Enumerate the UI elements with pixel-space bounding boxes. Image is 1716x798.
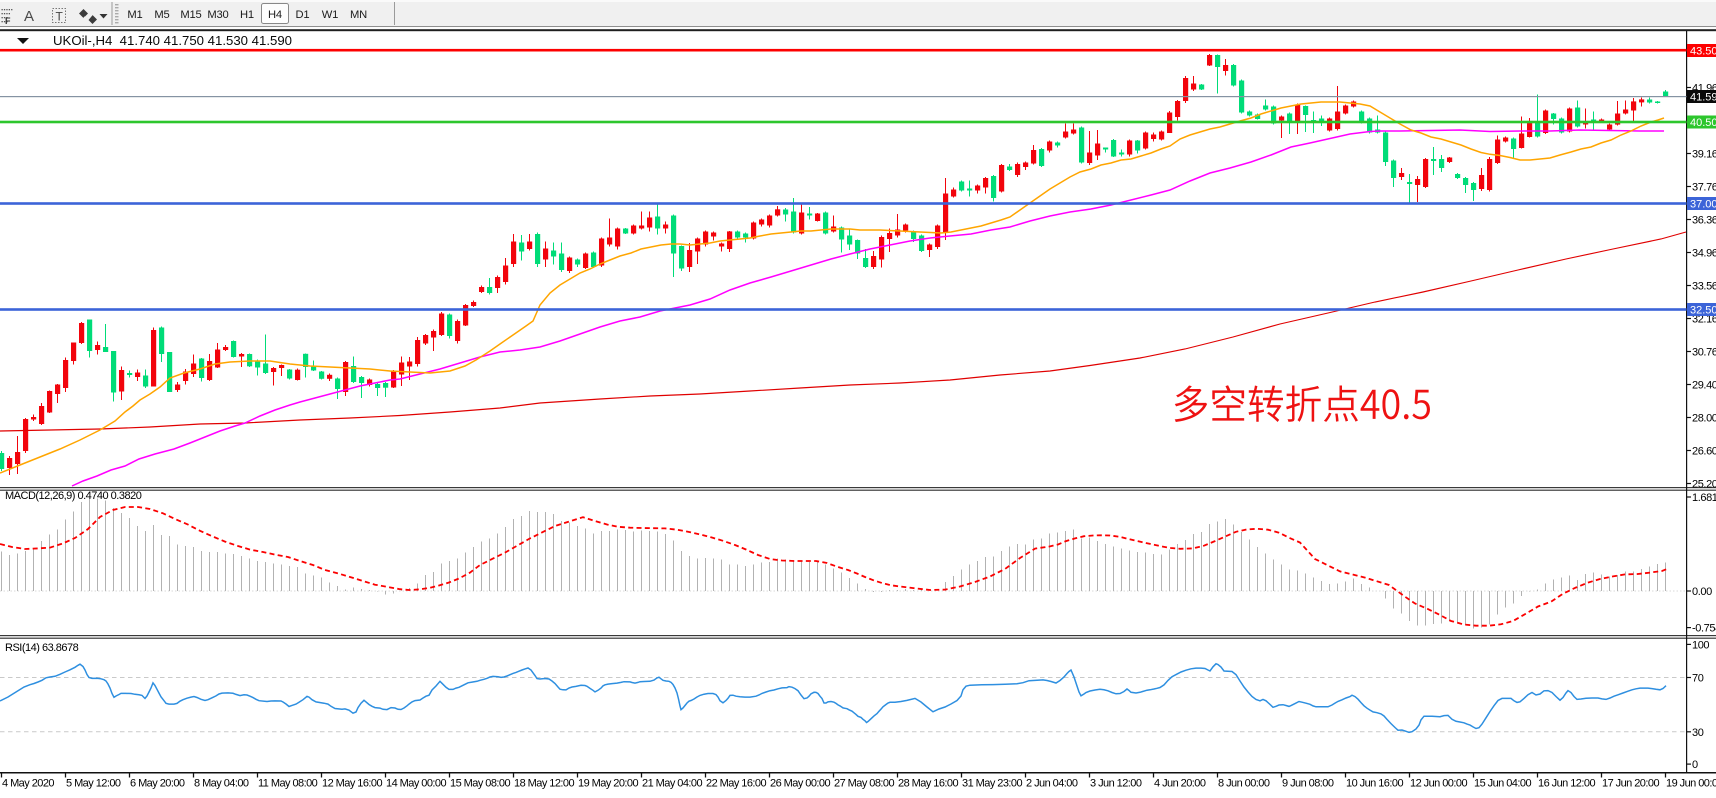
svg-text:33.560: 33.560 (1692, 281, 1716, 293)
svg-text:39.160: 39.160 (1692, 149, 1716, 161)
svg-text:H1: H1 (240, 9, 254, 21)
svg-text:M30: M30 (207, 9, 228, 21)
svg-text:11 May 08:00: 11 May 08:00 (258, 778, 318, 790)
svg-text:32.500: 32.500 (1690, 305, 1716, 317)
svg-text:19 Jun 00:00: 19 Jun 00:00 (1666, 778, 1716, 790)
svg-text:18 May 12:00: 18 May 12:00 (514, 778, 574, 790)
svg-text:0.00: 0.00 (1692, 586, 1712, 598)
svg-text:27 May 08:00: 27 May 08:00 (834, 778, 894, 790)
svg-text:A: A (24, 8, 34, 25)
svg-text:37.000: 37.000 (1690, 199, 1716, 211)
svg-text:41.590: 41.590 (1690, 92, 1716, 104)
svg-text:H4: H4 (268, 9, 282, 21)
svg-text:2 Jun 04:00: 2 Jun 04:00 (1026, 778, 1078, 790)
svg-text:30: 30 (1692, 727, 1704, 739)
svg-text:8 Jun 00:00: 8 Jun 00:00 (1218, 778, 1270, 790)
svg-text:37.760: 37.760 (1692, 182, 1716, 194)
svg-text:8 May 04:00: 8 May 04:00 (194, 778, 249, 790)
svg-text:6 May 20:00: 6 May 20:00 (130, 778, 185, 790)
svg-text:100: 100 (1692, 639, 1709, 651)
svg-text:M5: M5 (154, 9, 169, 21)
svg-text:D1: D1 (296, 9, 310, 21)
svg-text:12 Jun 00:00: 12 Jun 00:00 (1410, 778, 1467, 790)
svg-text:15 Jun 04:00: 15 Jun 04:00 (1474, 778, 1531, 790)
svg-text:19 May 20:00: 19 May 20:00 (578, 778, 638, 790)
svg-text:5 May 12:00: 5 May 12:00 (66, 778, 121, 790)
svg-text:W1: W1 (322, 9, 338, 21)
svg-text:15 May 08:00: 15 May 08:00 (450, 778, 510, 790)
svg-text:MN: MN (350, 9, 367, 21)
svg-text:3 Jun 12:00: 3 Jun 12:00 (1090, 778, 1142, 790)
svg-text:36.360: 36.360 (1692, 215, 1716, 227)
svg-text:12 May 16:00: 12 May 16:00 (322, 778, 382, 790)
svg-text:MACD(12,26,9) 0.4740 0.3820: MACD(12,26,9) 0.4740 0.3820 (5, 490, 142, 502)
svg-text:4 Jun 20:00: 4 Jun 20:00 (1154, 778, 1206, 790)
svg-text:M15: M15 (180, 9, 201, 21)
svg-text:UKOil-,H4 41.740 41.750 41.53: UKOil-,H4 41.740 41.750 41.530 41.590 (53, 33, 292, 48)
svg-text:70: 70 (1692, 673, 1704, 685)
svg-text:31 May 23:00: 31 May 23:00 (962, 778, 1022, 790)
svg-text:21 May 04:00: 21 May 04:00 (642, 778, 702, 790)
svg-text:9 Jun 08:00: 9 Jun 08:00 (1282, 778, 1334, 790)
svg-text:M1: M1 (127, 9, 142, 21)
svg-text:30.760: 30.760 (1692, 347, 1716, 359)
svg-text:14 May 00:00: 14 May 00:00 (386, 778, 446, 790)
svg-text:10 Jun 16:00: 10 Jun 16:00 (1346, 778, 1403, 790)
svg-text:26.600: 26.600 (1692, 446, 1716, 458)
svg-text:26 May 00:00: 26 May 00:00 (770, 778, 830, 790)
svg-text:34.960: 34.960 (1692, 248, 1716, 260)
svg-text:32.160: 32.160 (1692, 314, 1716, 326)
svg-text:40.500: 40.500 (1690, 117, 1716, 129)
svg-text:4 May 2020: 4 May 2020 (2, 778, 54, 790)
svg-text:43.500: 43.500 (1690, 46, 1716, 58)
svg-text:T: T (56, 10, 64, 24)
svg-text:22 May 16:00: 22 May 16:00 (706, 778, 766, 790)
svg-text:17 Jun 20:00: 17 Jun 20:00 (1602, 778, 1659, 790)
svg-text:0: 0 (1692, 759, 1698, 771)
svg-text:16 Jun 12:00: 16 Jun 12:00 (1538, 778, 1595, 790)
svg-text:1.6816: 1.6816 (1692, 492, 1716, 504)
svg-text:29.400: 29.400 (1692, 380, 1716, 392)
svg-text:28.000: 28.000 (1692, 413, 1716, 425)
svg-text:25.200: 25.200 (1692, 479, 1716, 491)
svg-text:RSI(14) 63.8678: RSI(14) 63.8678 (5, 642, 79, 654)
svg-text:28 May 16:00: 28 May 16:00 (898, 778, 958, 790)
svg-text:-0.754: -0.754 (1692, 623, 1716, 635)
svg-text:F: F (5, 16, 11, 26)
